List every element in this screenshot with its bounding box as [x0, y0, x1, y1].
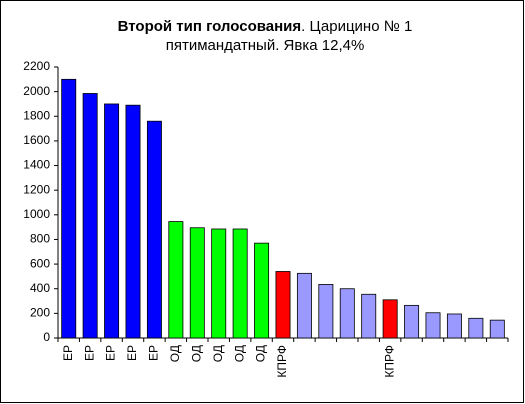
bar: [468, 317, 484, 339]
x-tick-label: КПРФ: [275, 345, 289, 378]
x-tick-label: ЕР: [147, 345, 161, 361]
y-tick-label: 200: [30, 306, 50, 320]
bar: [361, 293, 377, 339]
y-tick-label: 1800: [23, 108, 50, 122]
bar: [404, 304, 420, 339]
y-tick-label: 1000: [23, 207, 50, 221]
y-tick-label: 1200: [23, 182, 50, 196]
x-tick-label: ОД: [168, 345, 182, 362]
bar: [318, 284, 334, 339]
bar: [296, 272, 312, 339]
x-tick-label: ОД: [254, 345, 268, 362]
y-tick-label: 400: [30, 281, 50, 295]
x-tick-label: ЕР: [82, 345, 96, 361]
bar: [425, 312, 441, 339]
bar: [275, 271, 291, 339]
bar: [382, 299, 398, 339]
y-tick-label: 1400: [23, 158, 50, 172]
bar: [211, 228, 227, 339]
bar: [82, 93, 98, 339]
bar: [125, 104, 141, 339]
y-tick-label: 0: [43, 330, 50, 344]
y-tick-label: 600: [30, 256, 50, 270]
x-tick-label: ЕР: [61, 345, 75, 361]
title-bold: Второй тип голосования: [118, 18, 302, 35]
y-tick-label: 2200: [23, 59, 50, 73]
chart-title: Второй тип голосования. Царицино № 1: [118, 18, 413, 35]
bar: [489, 319, 505, 339]
title-rest: . Царицино № 1: [301, 18, 412, 35]
x-tick-label: ОД: [232, 345, 246, 362]
x-tick-label: ОД: [189, 345, 203, 362]
chart-subtitle: пятимандатный. Явка 12,4%: [166, 37, 365, 54]
bar: [168, 221, 184, 339]
x-tick-label: КПРФ: [382, 345, 396, 378]
x-tick-label: ЕР: [104, 345, 118, 361]
bar: [189, 227, 205, 339]
bar: [446, 313, 462, 339]
y-tick-label: 2000: [23, 84, 50, 98]
bar: [146, 120, 162, 339]
bar: [61, 78, 77, 339]
bar: [104, 103, 120, 339]
bar: [254, 242, 270, 339]
bar: [339, 288, 355, 339]
bar: [232, 228, 248, 339]
x-tick-label: ОД: [211, 345, 225, 362]
x-tick-label: ЕР: [125, 345, 139, 361]
y-tick-label: 1600: [23, 133, 50, 147]
y-tick-label: 800: [30, 232, 50, 246]
